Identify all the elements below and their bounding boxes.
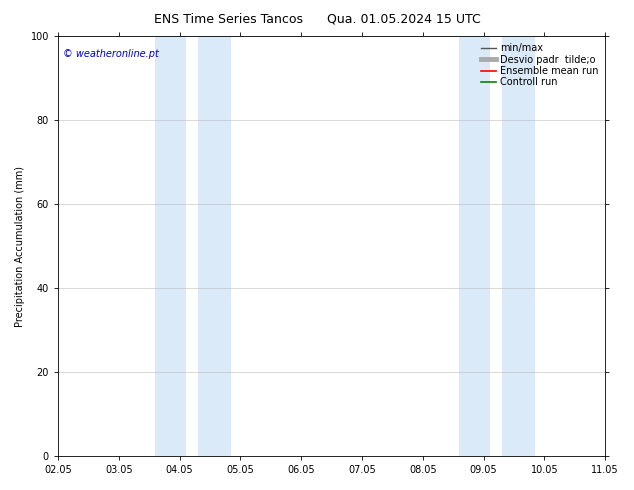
Bar: [155, 36, 186, 456]
Bar: [198, 36, 231, 456]
Bar: [459, 36, 489, 456]
Text: © weatheronline.pt: © weatheronline.pt: [63, 49, 159, 59]
Text: ENS Time Series Tancos      Qua. 01.05.2024 15 UTC: ENS Time Series Tancos Qua. 01.05.2024 1…: [153, 12, 481, 25]
Bar: [502, 36, 535, 456]
Y-axis label: Precipitation Accumulation (mm): Precipitation Accumulation (mm): [15, 166, 25, 327]
Legend: min/max, Desvio padr  tilde;o, Ensemble mean run, Controll run: min/max, Desvio padr tilde;o, Ensemble m…: [479, 41, 600, 90]
